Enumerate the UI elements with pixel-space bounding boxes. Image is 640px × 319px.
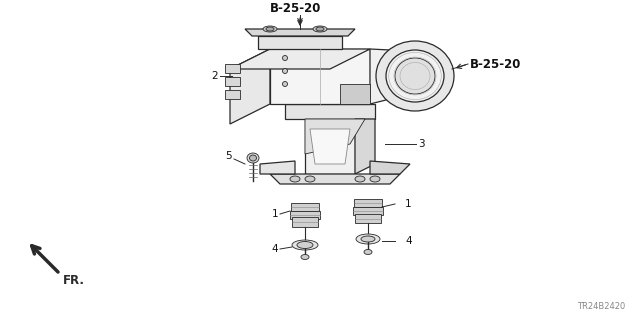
Text: B-25-20: B-25-20 — [270, 3, 322, 16]
Text: 5: 5 — [225, 151, 232, 161]
Ellipse shape — [361, 236, 375, 242]
Ellipse shape — [364, 249, 372, 255]
Text: TR24B2420: TR24B2420 — [577, 302, 625, 311]
Ellipse shape — [282, 81, 287, 86]
Ellipse shape — [376, 41, 454, 111]
Ellipse shape — [301, 255, 309, 259]
Text: 3: 3 — [418, 139, 424, 149]
Ellipse shape — [356, 234, 380, 244]
Polygon shape — [340, 84, 370, 104]
Ellipse shape — [292, 240, 318, 250]
Polygon shape — [225, 64, 240, 73]
Polygon shape — [310, 129, 350, 164]
Polygon shape — [305, 119, 365, 154]
Polygon shape — [225, 90, 240, 99]
Ellipse shape — [250, 155, 257, 161]
Polygon shape — [305, 119, 355, 174]
Polygon shape — [225, 77, 240, 86]
Ellipse shape — [305, 176, 315, 182]
Ellipse shape — [313, 26, 327, 32]
Ellipse shape — [316, 27, 324, 31]
Ellipse shape — [395, 58, 435, 94]
Polygon shape — [258, 36, 342, 49]
Text: 1: 1 — [271, 209, 278, 219]
Text: 4: 4 — [271, 244, 278, 254]
Ellipse shape — [282, 56, 287, 61]
Bar — [355, 214, 381, 223]
Text: 4: 4 — [405, 236, 412, 246]
Ellipse shape — [386, 50, 444, 102]
Ellipse shape — [263, 26, 277, 32]
Polygon shape — [370, 161, 410, 174]
Polygon shape — [285, 104, 375, 119]
Ellipse shape — [297, 241, 313, 249]
Text: FR.: FR. — [63, 274, 85, 287]
Polygon shape — [260, 161, 295, 174]
Bar — [290, 211, 320, 219]
Polygon shape — [230, 49, 370, 69]
Bar — [291, 203, 319, 211]
Ellipse shape — [282, 69, 287, 73]
Bar — [353, 207, 383, 215]
Ellipse shape — [355, 176, 365, 182]
Polygon shape — [230, 49, 270, 124]
Polygon shape — [270, 174, 400, 184]
Text: B-25-20: B-25-20 — [470, 57, 522, 70]
Polygon shape — [370, 49, 410, 104]
Ellipse shape — [290, 176, 300, 182]
Polygon shape — [245, 29, 355, 36]
Ellipse shape — [370, 176, 380, 182]
Ellipse shape — [247, 153, 259, 163]
Ellipse shape — [266, 27, 274, 31]
Polygon shape — [355, 119, 375, 174]
Text: 1: 1 — [405, 199, 412, 209]
Bar — [292, 217, 318, 227]
Text: 2: 2 — [211, 71, 218, 81]
Bar — [354, 199, 382, 207]
Polygon shape — [270, 49, 370, 104]
